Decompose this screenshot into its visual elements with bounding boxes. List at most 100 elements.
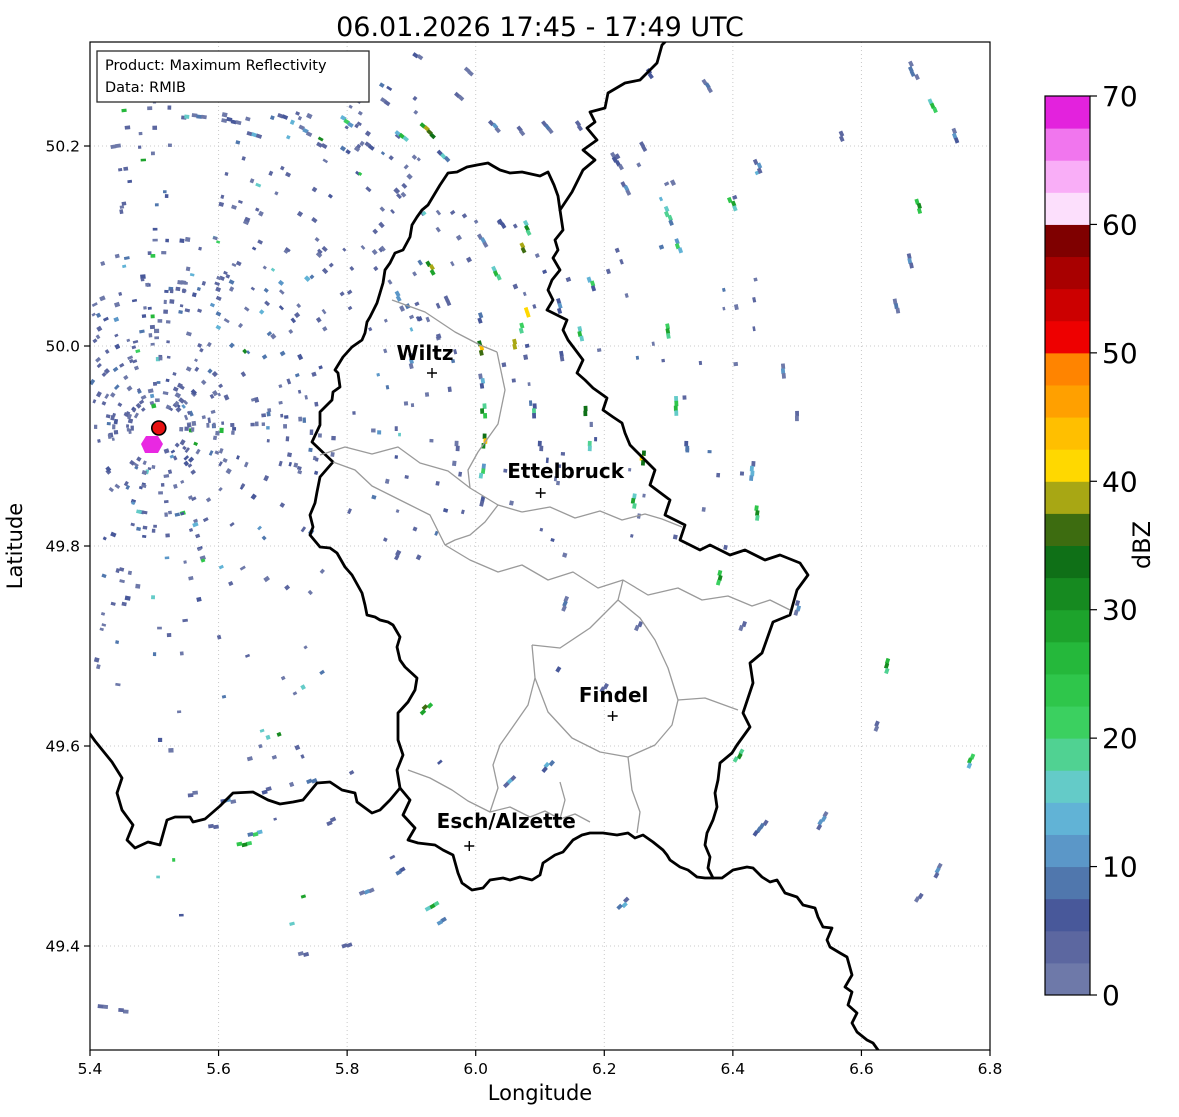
echo-streak bbox=[408, 353, 414, 360]
district-border-line bbox=[559, 781, 566, 820]
noise-speckle bbox=[300, 894, 307, 899]
echo-streak bbox=[429, 269, 436, 276]
noise-speckle bbox=[218, 201, 225, 207]
noise-speckle bbox=[164, 194, 169, 198]
clutter-speckle bbox=[179, 426, 184, 432]
clutter-speckle bbox=[194, 358, 199, 363]
echo-streak bbox=[192, 790, 199, 795]
echo-streak bbox=[523, 306, 530, 314]
noise-speckle bbox=[733, 304, 739, 311]
noise-speckle bbox=[373, 265, 379, 272]
echo-streak bbox=[429, 132, 436, 140]
clutter-speckle bbox=[91, 312, 96, 317]
echo-streak bbox=[368, 144, 375, 151]
echo-streak bbox=[616, 903, 623, 911]
colorbar-band bbox=[1045, 96, 1090, 129]
clutter-speckle bbox=[288, 329, 294, 335]
noise-speckle bbox=[435, 209, 442, 216]
clutter-speckle bbox=[101, 371, 107, 377]
echo-streak bbox=[907, 257, 913, 265]
noise-speckle bbox=[614, 153, 621, 160]
noise-speckle bbox=[151, 595, 156, 600]
noise-speckle bbox=[169, 299, 175, 304]
echo-streak bbox=[621, 901, 628, 909]
noise-speckle bbox=[512, 223, 518, 229]
clutter-speckle bbox=[152, 381, 158, 386]
noise-speckle bbox=[172, 858, 176, 862]
echo-streak bbox=[424, 905, 432, 912]
echo-streak bbox=[494, 126, 501, 134]
noise-speckle bbox=[628, 468, 632, 472]
noise-speckle bbox=[244, 653, 251, 658]
noise-speckle bbox=[348, 770, 355, 776]
clutter-speckle bbox=[279, 502, 286, 508]
noise-speckle bbox=[368, 326, 373, 332]
noise-speckle bbox=[311, 186, 318, 193]
noise-speckle bbox=[560, 452, 566, 456]
noise-speckle bbox=[184, 114, 190, 119]
noise-speckle bbox=[722, 306, 726, 311]
clutter-speckle bbox=[111, 437, 115, 442]
echo-streak bbox=[436, 919, 444, 926]
noise-speckle bbox=[121, 601, 127, 607]
clutter-speckle bbox=[190, 469, 197, 475]
clutter-speckle bbox=[285, 436, 290, 442]
echo-streak bbox=[677, 247, 684, 254]
clutter-speckle bbox=[141, 469, 148, 476]
noise-speckle bbox=[231, 204, 237, 210]
noise-speckle bbox=[379, 206, 386, 212]
noise-speckle bbox=[216, 240, 221, 244]
noise-speckle bbox=[596, 348, 602, 353]
echo-streak bbox=[630, 497, 636, 504]
echo-streak bbox=[953, 137, 960, 144]
echo-streak bbox=[576, 124, 584, 132]
noise-speckle bbox=[269, 115, 275, 121]
clutter-speckle bbox=[221, 421, 225, 425]
echo-streak bbox=[480, 495, 486, 503]
be-de-border bbox=[558, 42, 667, 212]
noise-speckle bbox=[167, 105, 172, 110]
clutter-speckle bbox=[237, 322, 244, 329]
echo-streak bbox=[196, 114, 203, 119]
clutter-speckle bbox=[207, 417, 211, 424]
noise-speckle bbox=[383, 348, 388, 354]
colorbar-band bbox=[1045, 706, 1090, 739]
echo-streak bbox=[408, 362, 414, 370]
echo-streak bbox=[281, 114, 289, 120]
noise-speckle bbox=[255, 182, 262, 188]
clutter-speckle bbox=[261, 535, 267, 541]
colorbar-band bbox=[1045, 898, 1090, 932]
noise-speckle bbox=[503, 468, 508, 473]
noise-speckle bbox=[118, 167, 123, 172]
noise-speckle bbox=[179, 238, 185, 244]
noise-speckle bbox=[435, 226, 441, 233]
noise-speckle bbox=[409, 327, 414, 332]
echo-streak bbox=[969, 753, 976, 760]
clutter-speckle bbox=[261, 354, 268, 360]
y-tick-label: 49.4 bbox=[45, 938, 80, 956]
echo-streak bbox=[277, 112, 284, 119]
echo-streak bbox=[780, 363, 786, 370]
echo-streak bbox=[358, 890, 366, 896]
noise-speckle bbox=[294, 744, 301, 751]
echo-streak bbox=[531, 408, 537, 414]
clutter-speckle bbox=[294, 373, 300, 378]
noise-speckle bbox=[352, 411, 356, 415]
echo-streak bbox=[668, 219, 674, 226]
clutter-speckle bbox=[188, 576, 194, 581]
clutter-speckle bbox=[163, 299, 167, 305]
noise-speckle bbox=[532, 304, 537, 309]
echo-streak bbox=[674, 238, 680, 245]
echo-streak bbox=[780, 368, 786, 374]
echo-streak bbox=[932, 106, 938, 114]
clutter-speckle bbox=[126, 413, 133, 420]
noise-speckle bbox=[327, 193, 333, 199]
noise-speckle bbox=[178, 309, 183, 315]
noise-speckle bbox=[550, 537, 555, 542]
colorbar-tick-label: 50 bbox=[1102, 337, 1138, 370]
clutter-speckle bbox=[229, 521, 235, 527]
noise-speckle bbox=[100, 611, 106, 616]
echo-streak bbox=[749, 465, 754, 472]
noise-speckle bbox=[138, 131, 143, 136]
clutter-speckle bbox=[208, 450, 214, 456]
